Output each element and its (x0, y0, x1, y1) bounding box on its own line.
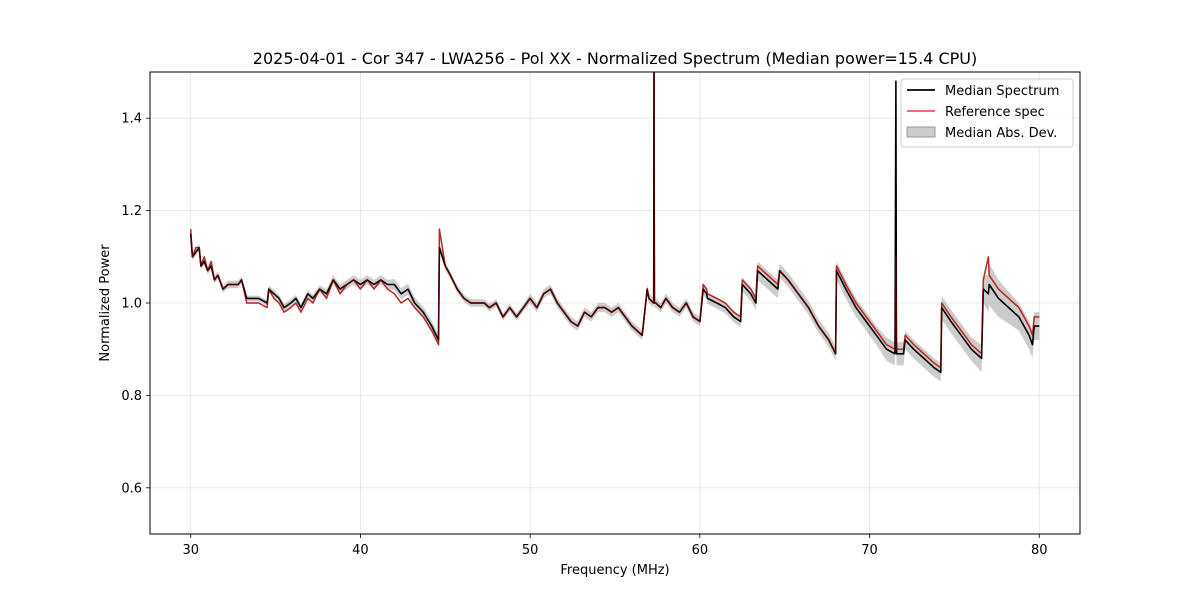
chart-title: 2025-04-01 - Cor 347 - LWA256 - Pol XX -… (253, 49, 977, 68)
x-tick-label: 50 (522, 543, 539, 558)
y-axis-ticks: 0.6 0.8 1.0 1.2 1.4 (121, 112, 150, 496)
legend-reference-label: Reference spec (945, 105, 1045, 120)
x-axis-label: Frequency (MHz) (560, 563, 669, 578)
x-tick-label: 40 (352, 543, 369, 558)
legend-box (900, 78, 1074, 148)
x-axis-ticks: 30 40 50 60 70 80 (182, 534, 1048, 558)
x-tick-label: 80 (1031, 543, 1048, 558)
legend-mad-label: Median Abs. Dev. (945, 126, 1057, 141)
legend-median-label: Median Spectrum (945, 84, 1059, 99)
y-tick-label: 1.4 (121, 112, 142, 127)
legend: Median Spectrum Reference spec Median Ab… (900, 78, 1074, 148)
gridlines (150, 72, 1080, 534)
legend-mad-swatch (906, 126, 936, 138)
y-axis-label: Normalized Power (98, 244, 113, 362)
y-tick-label: 1.2 (121, 204, 142, 219)
y-tick-label: 0.8 (121, 389, 142, 404)
y-tick-label: 0.6 (121, 481, 142, 496)
y-tick-label: 1.0 (121, 297, 142, 312)
x-tick-label: 60 (692, 543, 709, 558)
x-tick-label: 30 (182, 543, 199, 558)
x-tick-label: 70 (861, 543, 878, 558)
overlap-line (190, 72, 1040, 369)
